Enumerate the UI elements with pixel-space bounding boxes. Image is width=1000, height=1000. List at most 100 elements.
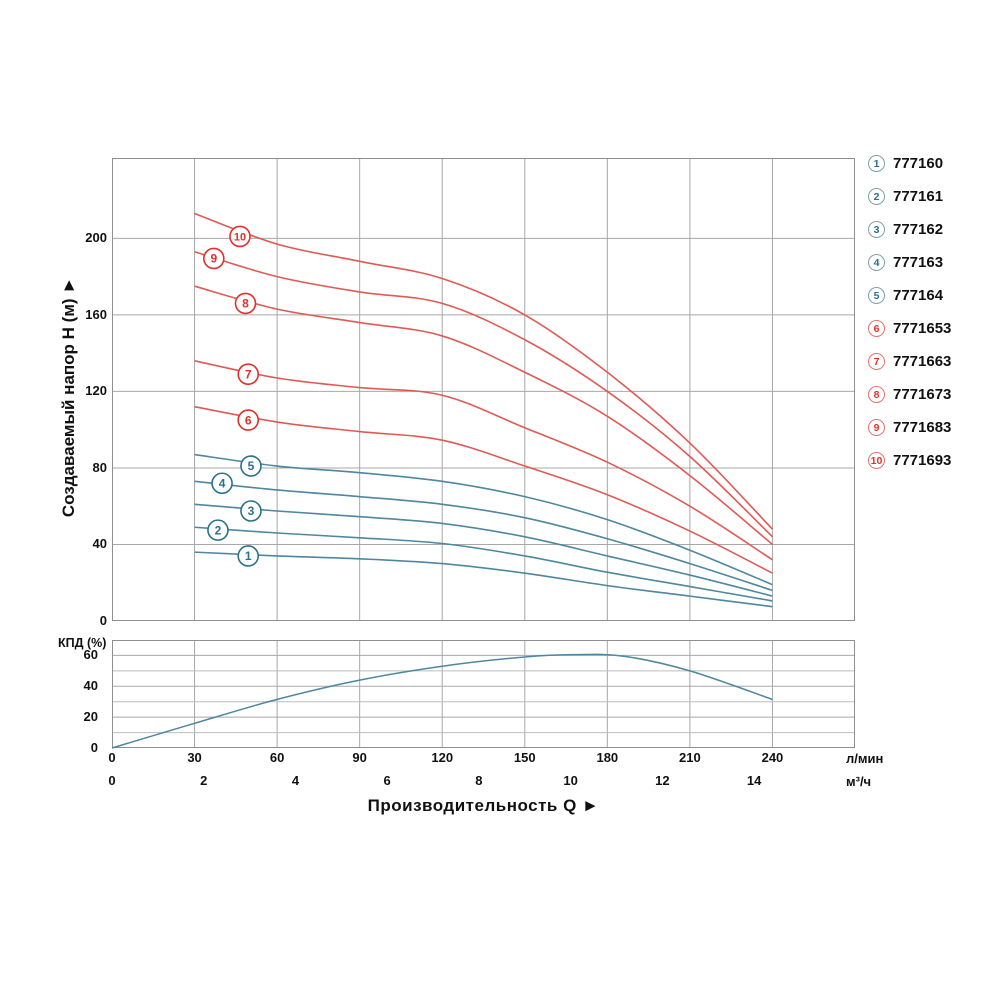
head-ytick-0: 0 — [99, 613, 107, 628]
eff-ytick-20: 20 — [83, 709, 98, 725]
legend-model: 777161 — [893, 188, 944, 205]
legend-item-1: 1 777160 — [868, 147, 998, 180]
xtick-lmin-60: 60 — [269, 750, 285, 765]
legend-item-5: 5 777164 — [868, 279, 998, 312]
head-flow-chart: 1 2 3 4 5 6 7 8 9 10 — [112, 158, 855, 621]
legend-model: 7771683 — [893, 419, 952, 436]
flow-axis-title: Производительность Q ► — [367, 796, 600, 815]
xtick-lmin-210: 210 — [679, 750, 701, 765]
eff-ytick-60: 60 — [83, 647, 98, 663]
curve-marker-label-9: 9 — [210, 252, 217, 266]
legend-marker-5: 5 — [868, 287, 885, 304]
efficiency-curve — [111, 653, 773, 749]
chart-border — [112, 158, 855, 621]
legend: 1 777160 2 777161 3 777162 4 777163 5 777164 6 7771… — [868, 147, 998, 477]
curve-9 — [194, 250, 774, 538]
flow-unit-lmin: л/мин — [846, 751, 884, 766]
legend-model: 7771653 — [893, 320, 952, 337]
gridlines — [112, 640, 855, 748]
xtick-m3h-2: 2 — [200, 773, 208, 788]
curve-marker-7 — [237, 363, 260, 385]
legend-marker-1: 1 — [868, 155, 885, 172]
xtick-m3h-0: 0 — [108, 773, 116, 788]
head-ytick-200: 200 — [85, 230, 107, 246]
legend-marker-3: 3 — [868, 221, 885, 238]
curve-marker-9 — [203, 247, 225, 270]
xtick-lmin-180: 180 — [596, 750, 619, 765]
efficiency-chart — [111, 640, 855, 749]
curve-marker-label-7: 7 — [245, 367, 252, 381]
head-ytick-40: 40 — [92, 536, 107, 552]
xtick-m3h-14: 14 — [746, 773, 762, 788]
curve-4 — [194, 480, 773, 592]
legend-item-8: 8 7771673 — [868, 378, 998, 411]
curve-marker-1 — [237, 545, 260, 567]
legend-marker-9: 9 — [868, 419, 885, 436]
legend-model: 777164 — [893, 287, 944, 304]
xtick-m3h-8: 8 — [475, 773, 483, 788]
curve-marker-label-6: 6 — [245, 413, 252, 427]
legend-model: 777160 — [893, 155, 944, 172]
eff-ytick-0: 0 — [90, 740, 98, 755]
legend-marker-10: 10 — [868, 452, 885, 469]
xtick-m3h-10: 10 — [563, 773, 578, 788]
xtick-lmin-90: 90 — [352, 750, 367, 765]
legend-item-2: 2 777161 — [868, 180, 998, 213]
legend-model: 7771693 — [893, 452, 952, 469]
xtick-lmin-120: 120 — [431, 750, 454, 765]
legend-marker-7: 7 — [868, 353, 885, 370]
legend-marker-6: 6 — [868, 320, 885, 337]
curve-7 — [194, 360, 773, 561]
legend-model: 777163 — [893, 254, 944, 271]
gridlines — [112, 158, 855, 621]
curve-marker-6 — [237, 409, 260, 431]
flow-unit-m3h: м³/ч — [846, 774, 872, 789]
xtick-lmin-0: 0 — [108, 750, 116, 765]
legend-item-10: 10 7771693 — [868, 444, 998, 477]
legend-item-3: 3 777162 — [868, 213, 998, 246]
curve-marker-label-8: 8 — [242, 297, 249, 311]
legend-item-9: 9 7771683 — [868, 411, 998, 444]
curve-marker-label-3: 3 — [248, 504, 255, 518]
curve-marker-label-1: 1 — [245, 549, 252, 563]
legend-model: 7771673 — [893, 386, 952, 403]
xtick-lmin-150: 150 — [513, 750, 536, 765]
legend-model: 7771663 — [893, 353, 952, 370]
curve-3 — [194, 503, 773, 597]
curve-marker-3 — [240, 500, 262, 522]
eff-ytick-40: 40 — [83, 678, 98, 694]
curve-2 — [194, 526, 773, 602]
xtick-lmin-30: 30 — [187, 750, 202, 765]
curve-10 — [194, 212, 774, 530]
curve-marker-10 — [229, 225, 251, 248]
xtick-m3h-6: 6 — [383, 773, 391, 788]
head-ytick-120: 120 — [85, 383, 107, 399]
xtick-m3h-4: 4 — [291, 773, 300, 788]
xtick-lmin-240: 240 — [761, 750, 784, 765]
curve-marker-4 — [211, 472, 233, 495]
curve-marker-5 — [240, 455, 262, 477]
curve-marker-label-5: 5 — [248, 459, 255, 473]
chart-border — [112, 640, 855, 748]
head-ytick-160: 160 — [85, 306, 107, 322]
curve-marker-label-4: 4 — [219, 476, 226, 490]
curve-marker-8 — [234, 292, 257, 315]
curve-1 — [194, 551, 773, 608]
curve-marker-label-10: 10 — [234, 232, 246, 244]
legend-marker-2: 2 — [868, 188, 885, 205]
legend-item-7: 7 7771663 — [868, 345, 998, 378]
legend-model: 777162 — [893, 221, 944, 238]
legend-item-6: 6 7771653 — [868, 312, 998, 345]
curve-6 — [194, 405, 773, 574]
legend-marker-8: 8 — [868, 386, 885, 403]
curve-5 — [194, 453, 773, 586]
legend-item-4: 4 777163 — [868, 246, 998, 279]
legend-marker-4: 4 — [868, 254, 885, 271]
curve-8 — [194, 285, 773, 546]
head-ytick-80: 80 — [92, 459, 107, 475]
xtick-m3h-12: 12 — [655, 773, 670, 788]
curve-marker-label-2: 2 — [215, 523, 222, 537]
efficiency-axis-title: КПД (%) — [58, 636, 107, 650]
curve-marker-2 — [207, 519, 229, 541]
